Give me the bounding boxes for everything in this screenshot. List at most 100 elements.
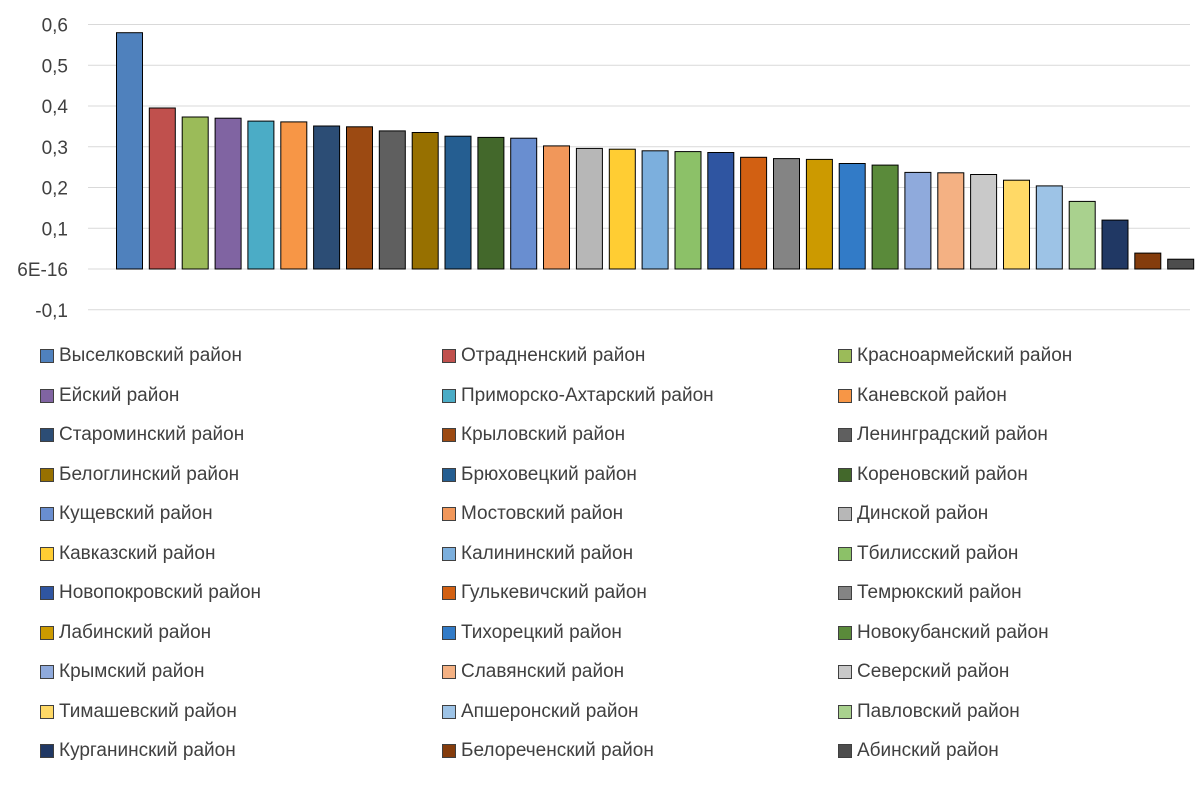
legend-item: Каневской район — [838, 383, 1007, 409]
legend-label: Лабинский район — [59, 621, 212, 643]
legend-item: Кущевский район — [40, 501, 213, 527]
legend-item: Староминский район — [40, 422, 244, 448]
legend-item: Павловский район — [838, 699, 1020, 725]
legend-swatch — [838, 546, 852, 561]
bar — [838, 163, 866, 270]
legend-swatch — [40, 388, 54, 403]
legend-label: Каневской район — [857, 384, 1007, 406]
legend-swatch — [442, 625, 456, 640]
y-tick-label: 0,6 — [42, 16, 68, 37]
bar — [937, 172, 965, 270]
legend-swatch — [442, 467, 456, 482]
legend-item: Калининский район — [442, 541, 633, 567]
y-tick-label: 0,2 — [42, 179, 68, 200]
legend-item: Белореченский район — [442, 738, 654, 764]
legend-label: Кореновский район — [857, 463, 1028, 485]
legend-label: Красноармейский район — [857, 345, 1073, 366]
bar — [707, 152, 735, 270]
bar — [378, 130, 406, 270]
legend-swatch — [40, 665, 54, 679]
legend-swatch — [40, 507, 54, 521]
legend-label: Тимашевский район — [59, 700, 237, 722]
legend-item: Тбилисский район — [838, 541, 1018, 567]
legend-label: Крыловский район — [461, 424, 626, 445]
legend-label: Славянский район — [461, 661, 625, 682]
legend-swatch — [838, 428, 852, 442]
legend-item: Новокубанский район — [838, 620, 1049, 646]
y-tick-label: 0,5 — [42, 56, 68, 77]
legend-item: Приморско-Ахтарский район — [442, 383, 714, 409]
legend-swatch — [442, 546, 456, 561]
y-tick-label: -0,1 — [35, 301, 68, 322]
legend-swatch — [442, 704, 456, 719]
legend-item: Брюховецкий район — [442, 462, 637, 488]
legend-swatch — [838, 349, 852, 363]
bar — [116, 32, 143, 270]
bar — [148, 107, 176, 270]
legend-item: Выселковский район — [40, 343, 242, 369]
legend-label: Новокубанский район — [857, 621, 1049, 643]
legend-swatch — [40, 349, 54, 363]
bar — [280, 121, 308, 270]
bar — [1134, 252, 1162, 270]
bar — [411, 132, 439, 270]
legend-label: Апшеронский район — [461, 700, 639, 722]
legend-item: Северский район — [838, 659, 1009, 685]
legend-swatch — [838, 665, 852, 679]
legend-label: Динской район — [857, 503, 989, 524]
y-axis-tick-labels: -0,1 6E-16 0,1 0,2 0,3 0,4 0,5 0,6 — [17, 16, 68, 322]
legend-label: Отрадненский район — [461, 345, 646, 366]
legend-item: Ейский район — [40, 383, 179, 409]
legend-swatch — [40, 467, 54, 482]
legend-label: Гулькевичский район — [461, 582, 647, 603]
legend-item: Мостовский район — [442, 501, 623, 527]
legend-item: Кореновский район — [838, 462, 1028, 488]
legend-label: Староминский район — [59, 424, 245, 445]
bar — [805, 158, 833, 270]
bar — [346, 126, 373, 270]
bar — [674, 151, 702, 270]
legend-item: Динской район — [838, 501, 988, 527]
y-tick-label: 0,4 — [42, 97, 69, 118]
legend-swatch — [838, 625, 852, 640]
legend-item: Красноармейский район — [838, 343, 1072, 369]
legend-swatch — [40, 704, 54, 719]
y-tick-label: 0,3 — [42, 138, 68, 159]
bar — [510, 137, 538, 270]
legend-label: Кущевский район — [59, 503, 213, 524]
legend-swatch — [442, 586, 456, 600]
legend-label: Тбилисский район — [857, 542, 1019, 564]
legend-item: Крыловский район — [442, 422, 625, 448]
legend-item: Ленинградский район — [838, 422, 1048, 448]
legend-swatch — [838, 467, 852, 482]
legend-label: Калининский район — [461, 542, 634, 564]
legend-swatch — [40, 625, 54, 640]
legend-swatch — [838, 704, 852, 719]
legend-swatch — [838, 388, 852, 403]
bar — [247, 120, 275, 270]
bar-chart: -0,1 6E-16 0,1 0,2 0,3 0,4 0,5 0,6 — [17, 16, 1195, 322]
legend-item: Белоглинский район — [40, 462, 239, 488]
legend-swatch — [40, 586, 54, 600]
legend-label: Северский район — [857, 661, 1010, 682]
legend-label: Ейский район — [59, 384, 180, 406]
legend-item: Тимашевский район — [40, 699, 237, 725]
bars — [116, 32, 1195, 270]
bar — [575, 147, 603, 270]
legend-item: Новопокровский район — [40, 580, 261, 606]
bar — [1167, 258, 1195, 270]
y-tick-label: 0,1 — [42, 219, 68, 240]
legend-item: Абинский район — [838, 738, 999, 764]
legend-swatch — [442, 665, 456, 679]
bar — [871, 164, 899, 270]
legend-swatch — [40, 546, 54, 561]
bar — [773, 158, 800, 270]
legend-label: Абинский район — [857, 740, 999, 761]
legend-item: Кавказский район — [40, 541, 215, 567]
bar — [641, 150, 669, 270]
legend-label: Крымский район — [59, 661, 205, 682]
legend-label: Мостовский район — [461, 503, 624, 524]
bar — [444, 135, 472, 270]
legend-swatch — [838, 744, 852, 758]
legend-label: Приморско-Ахтарский район — [461, 384, 714, 406]
